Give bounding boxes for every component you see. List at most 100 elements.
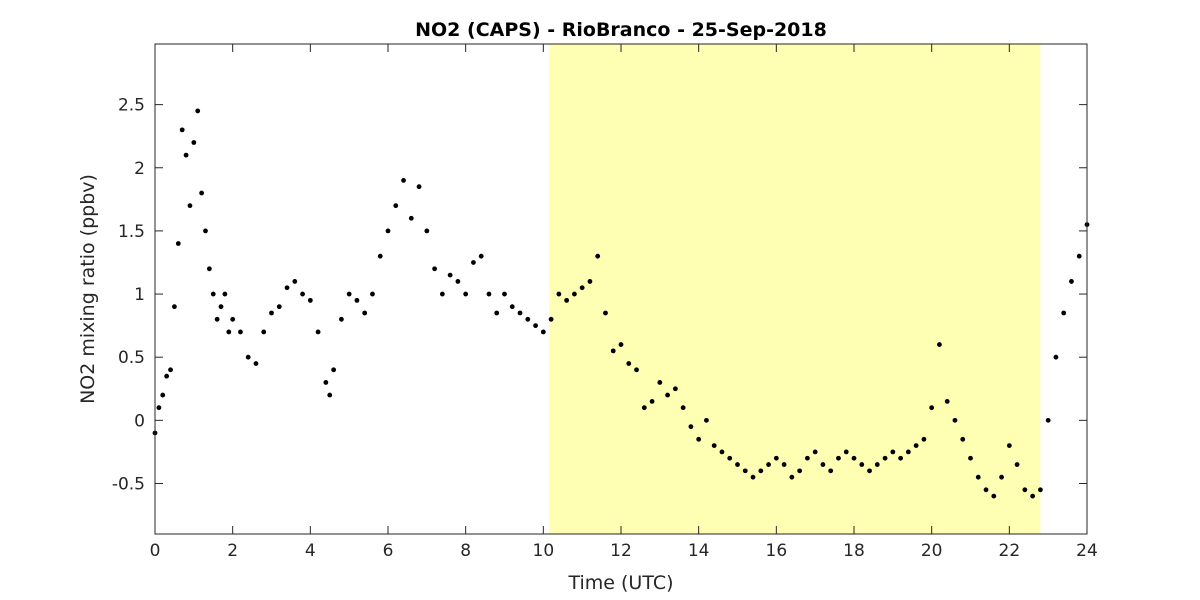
y-tick-label: 2.5 (118, 96, 145, 116)
data-point (921, 436, 927, 442)
data-point (1030, 493, 1036, 499)
data-point (766, 462, 771, 467)
x-tick-label: 10 (533, 541, 555, 561)
data-point (416, 184, 422, 190)
data-point (975, 474, 981, 480)
data-point (1069, 279, 1074, 284)
data-point (587, 279, 593, 284)
data-point (797, 468, 803, 474)
data-points (152, 108, 1090, 499)
data-point (991, 493, 997, 499)
data-point (696, 436, 702, 442)
data-point (509, 304, 515, 310)
data-point (226, 329, 232, 335)
shaded-region (549, 44, 1041, 534)
data-point (657, 380, 663, 385)
data-point (494, 310, 500, 316)
data-point (284, 285, 290, 291)
data-point (331, 367, 337, 373)
data-point (362, 310, 368, 316)
data-point (238, 329, 243, 335)
x-tick-label: 0 (150, 541, 161, 561)
data-point (564, 297, 570, 303)
data-point (1014, 462, 1020, 467)
data-point (874, 462, 880, 467)
x-tick-label: 2 (227, 541, 238, 561)
data-point (533, 323, 538, 329)
data-point (187, 203, 193, 209)
y-tick-label: 0.5 (118, 348, 145, 368)
data-point (203, 228, 208, 234)
data-point (859, 462, 865, 467)
data-point (1061, 310, 1067, 316)
data-point (323, 380, 329, 385)
data-point (253, 361, 259, 366)
x-tick-label: 16 (766, 541, 788, 561)
data-point (160, 392, 166, 398)
data-point (750, 474, 756, 480)
data-point (315, 329, 321, 335)
data-point (214, 316, 220, 322)
x-tick-label: 20 (921, 541, 943, 561)
data-point (424, 228, 430, 234)
y-tick-label: 1 (134, 285, 145, 305)
data-point (595, 253, 601, 259)
data-point (983, 487, 989, 493)
x-tick-label: 22 (999, 541, 1021, 561)
data-point (1022, 487, 1028, 493)
data-point (276, 304, 282, 310)
data-point (307, 297, 313, 303)
data-point (1006, 443, 1012, 448)
data-point (354, 297, 360, 303)
data-point (719, 449, 725, 455)
data-point (867, 468, 872, 474)
data-point (781, 462, 787, 467)
data-point (1076, 253, 1082, 259)
data-point (164, 373, 170, 379)
data-point (471, 260, 476, 265)
data-point (206, 266, 212, 272)
data-point (634, 367, 639, 373)
x-tick-label: 6 (383, 541, 394, 561)
data-point (210, 291, 216, 297)
data-point (502, 291, 507, 297)
data-point (195, 108, 201, 114)
data-point (680, 405, 686, 411)
data-point (432, 266, 437, 272)
data-point (455, 279, 461, 284)
data-point (175, 241, 181, 246)
data-point (937, 342, 942, 347)
y-tick-label: 1.5 (118, 222, 145, 242)
data-point (828, 468, 834, 474)
data-point (327, 392, 333, 398)
data-point (517, 310, 523, 316)
data-point (300, 291, 305, 297)
x-tick-label: 14 (688, 541, 710, 561)
data-point (836, 455, 841, 461)
y-axis-label: NO2 mixing ratio (ppbv) (77, 174, 99, 404)
data-point (540, 329, 546, 335)
data-point (727, 455, 733, 461)
data-point (905, 449, 911, 455)
y-tick-label: -0.5 (112, 474, 145, 494)
data-point (525, 316, 531, 322)
data-point (556, 291, 562, 297)
data-point (199, 190, 205, 196)
data-point (463, 291, 469, 297)
data-point (789, 474, 795, 480)
x-tick-label: 8 (460, 541, 471, 561)
data-point (401, 177, 406, 183)
y-axis-ticks: -0.5 0 0.5 1 1.5 2 2.5 (112, 96, 1087, 494)
data-point (183, 152, 189, 158)
data-point (929, 405, 935, 411)
data-point (999, 474, 1004, 480)
data-point (377, 253, 383, 259)
data-point (672, 386, 678, 392)
data-point (393, 203, 399, 209)
data-point (439, 291, 445, 297)
data-point (486, 291, 492, 297)
data-point (168, 367, 173, 373)
data-point (851, 455, 857, 461)
data-point (641, 405, 647, 411)
data-point (610, 348, 616, 354)
